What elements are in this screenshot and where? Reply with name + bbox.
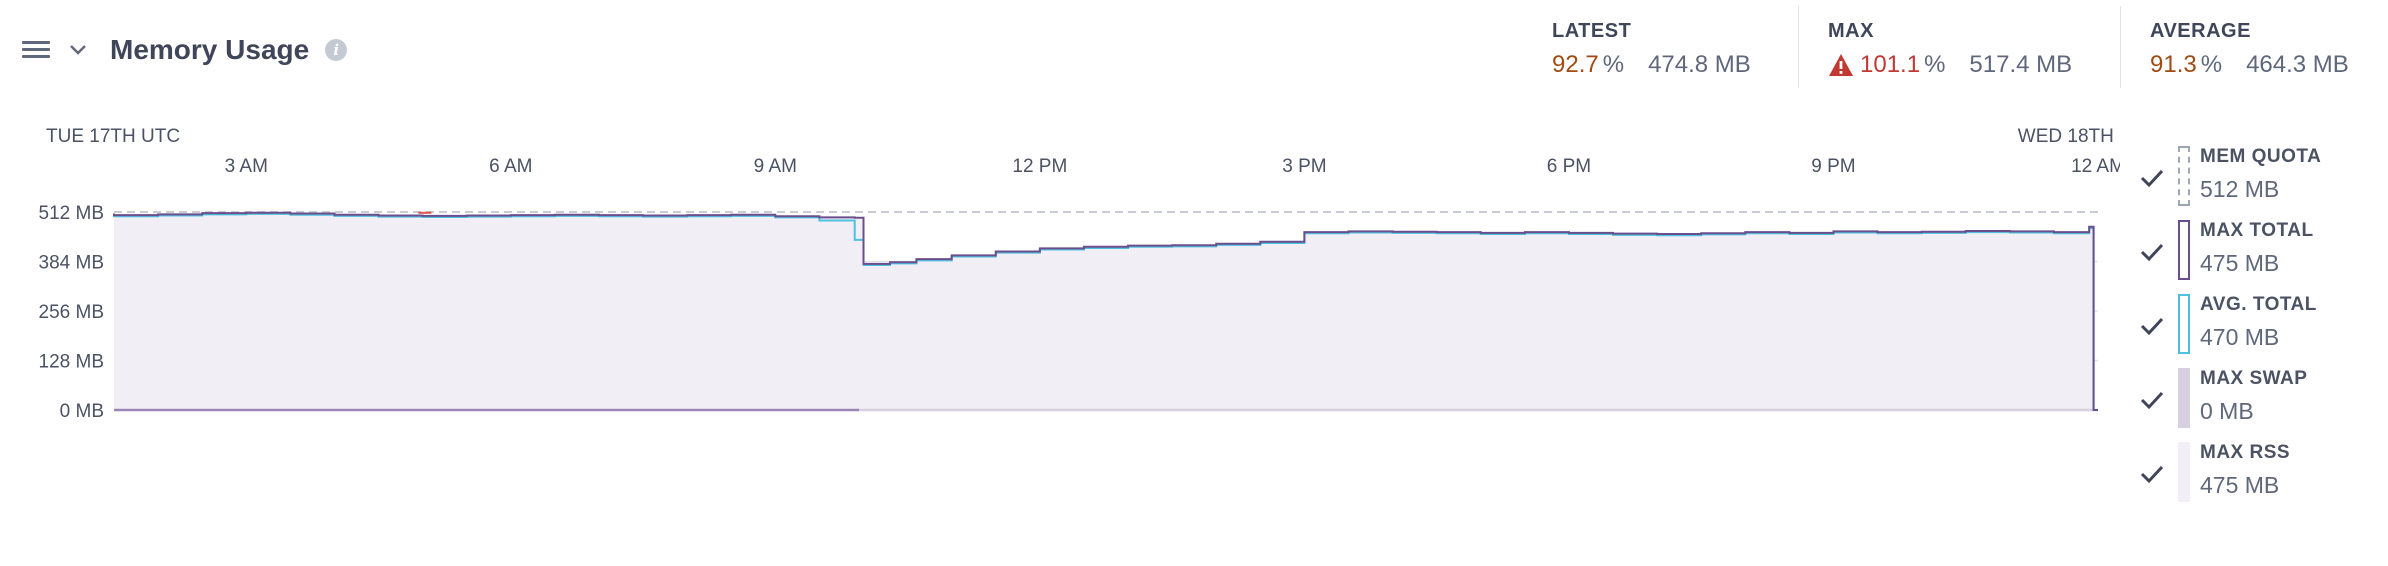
percent-sign: %: [1602, 51, 1625, 78]
stat-percent: 92.7: [1552, 51, 1599, 78]
stat-label: MAX: [1828, 20, 1874, 42]
check-icon[interactable]: [2140, 316, 2164, 336]
y-tick-label: 0 MB: [60, 401, 104, 422]
stat-mb: 464.3 MB: [2246, 51, 2349, 78]
check-icon[interactable]: [2140, 390, 2164, 410]
x-tick-label: 9 PM: [1811, 156, 1855, 177]
info-icon[interactable]: i: [325, 39, 348, 61]
stat-average: AVERAGE 91.3% 464.3 MB: [2150, 20, 2349, 79]
check-icon[interactable]: [2140, 168, 2164, 188]
chart-header: Memory Usage i: [22, 30, 348, 70]
x-tick-label: 3 PM: [1282, 156, 1326, 177]
chart-title: Memory Usage: [110, 34, 310, 65]
stat-divider: [1798, 6, 1799, 88]
check-icon[interactable]: [2140, 464, 2164, 484]
legend-item-max-rss[interactable]: MAX RSS 475 MB: [2140, 440, 2380, 514]
stat-mb: 474.8 MB: [1648, 51, 1751, 78]
legend-swatch-swap: [2178, 368, 2190, 428]
legend: MEM QUOTA 512 MB MAX TOTAL 475 MB AVG. T…: [2140, 144, 2380, 514]
stat-max: MAX 101.1% 517.4 MB: [1828, 20, 2072, 79]
legend-name: AVG. TOTAL: [2200, 294, 2317, 315]
legend-swatch-max-total: [2178, 220, 2190, 280]
check-icon[interactable]: [2140, 242, 2164, 262]
max-total-line: [113, 211, 2098, 411]
legend-name: MAX TOTAL: [2200, 220, 2314, 241]
x-tick-label: 3 AM: [225, 156, 268, 177]
x-tick-label: 6 PM: [1547, 156, 1591, 177]
legend-item-mem-quota[interactable]: MEM QUOTA 512 MB: [2140, 144, 2380, 218]
day-label: WED 18TH UTC: [2018, 126, 2120, 147]
legend-item-avg-total[interactable]: AVG. TOTAL 470 MB: [2140, 292, 2380, 366]
x-tick-label: 6 AM: [489, 156, 532, 177]
y-tick-label: 256 MB: [39, 302, 104, 323]
menu-icon[interactable]: [22, 40, 50, 60]
legend-swatch-rss: [2178, 442, 2190, 502]
stat-label: AVERAGE: [2150, 20, 2251, 42]
legend-value: 470 MB: [2200, 324, 2280, 350]
legend-name: MAX RSS: [2200, 442, 2291, 463]
legend-item-max-swap[interactable]: MAX SWAP 0 MB: [2140, 366, 2380, 440]
legend-swatch-avg-total: [2178, 294, 2190, 354]
avg-total-line: [113, 212, 2098, 411]
legend-name: MAX SWAP: [2200, 368, 2308, 389]
memory-chart: 512 MB 384 MB 256 MB 128 MB 0 MB 3 AM 6 AM 9 AM…: [39, 126, 2120, 422]
legend-name: MEM QUOTA: [2200, 146, 2322, 167]
legend-value: 0 MB: [2200, 398, 2254, 424]
y-tick-label: 512 MB: [39, 203, 104, 224]
x-tick-label: 12 PM: [1012, 156, 1067, 177]
stat-label: LATEST: [1552, 20, 1632, 42]
stat-divider: [2120, 6, 2121, 88]
day-label: TUE 17TH UTC: [46, 126, 180, 147]
rss-area: [114, 212, 2098, 410]
legend-value: 475 MB: [2200, 472, 2280, 498]
chevron-down-icon[interactable]: [70, 42, 86, 58]
y-tick-label: 128 MB: [39, 352, 104, 373]
warning-icon: [1829, 54, 1853, 76]
legend-swatch-quota: [2178, 146, 2190, 206]
legend-item-max-total[interactable]: MAX TOTAL 475 MB: [2140, 218, 2380, 292]
stat-mb: 517.4 MB: [1969, 51, 2073, 78]
percent-sign: %: [1924, 51, 1946, 78]
legend-value: 512 MB: [2200, 176, 2280, 202]
stat-percent: 101.1: [1860, 51, 1921, 78]
stat-latest: LATEST 92.7% 474.8 MB: [1552, 20, 1751, 79]
stat-percent: 91.3: [2150, 51, 2197, 78]
x-tick-label: 12 AM: [2071, 156, 2120, 177]
legend-value: 475 MB: [2200, 250, 2280, 276]
percent-sign: %: [2200, 51, 2223, 78]
y-tick-label: 384 MB: [39, 253, 104, 274]
x-tick-label: 9 AM: [754, 156, 797, 177]
